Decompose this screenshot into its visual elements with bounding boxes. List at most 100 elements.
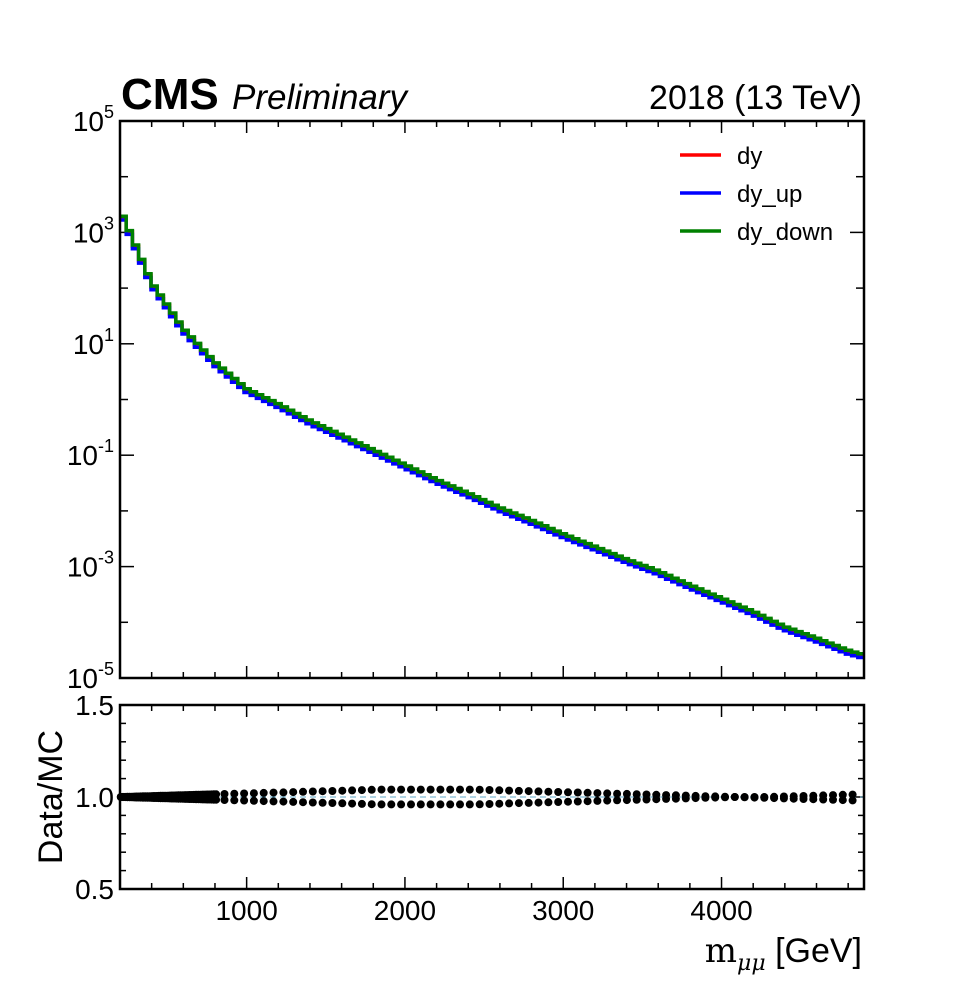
ratio-point-down-ratio xyxy=(514,799,523,808)
x-axis-label: mμμ [GeV] xyxy=(705,931,862,976)
ratio-point-up-ratio xyxy=(367,785,376,794)
ratio-point-up-ratio xyxy=(514,786,523,795)
ratio-point-down-ratio xyxy=(652,795,661,804)
y-tick-label: 10-3 xyxy=(67,548,114,583)
ratio-point-down-ratio xyxy=(760,793,769,802)
y-tick-label: 10-1 xyxy=(67,436,114,471)
ratio-point-up-ratio xyxy=(416,785,425,794)
ratio-point-down-ratio xyxy=(770,794,779,803)
ratio-point-down-ratio xyxy=(779,794,788,803)
ratio-point-up-ratio xyxy=(397,785,406,794)
legend-label-dy-up: dy_up xyxy=(737,181,802,208)
ratio-point-up-ratio xyxy=(269,788,278,797)
ratio-point-down-ratio xyxy=(249,796,258,805)
main-plot-frame xyxy=(118,119,866,680)
ratio-plot-frame xyxy=(118,703,866,891)
ratio-point-down-ratio xyxy=(730,793,739,801)
ratio-point-down-ratio xyxy=(240,796,249,805)
ratio-y-axis-label: Data/MC xyxy=(32,730,70,864)
y-tick-label: 103 xyxy=(73,213,114,248)
ratio-point-down-ratio xyxy=(338,799,347,808)
ratio-point-up-ratio xyxy=(554,788,563,796)
ratio-point-up-ratio xyxy=(299,787,307,796)
ratio-point-down-ratio xyxy=(416,800,425,809)
x-tick-label: 4000 xyxy=(690,895,752,926)
ratio-point-up-ratio xyxy=(544,787,553,796)
ratio-point-up-ratio xyxy=(534,787,543,796)
ratio-point-down-ratio xyxy=(603,796,612,805)
status-label: Preliminary xyxy=(232,78,410,117)
y-tick-exponent: 1 xyxy=(104,325,114,345)
ratio-point-up-ratio xyxy=(230,789,239,798)
ratio-point-up-ratio xyxy=(583,788,592,797)
ratio-point-down-ratio xyxy=(505,799,514,808)
ratio-point-up-ratio xyxy=(377,785,386,794)
ratio-point-up-ratio xyxy=(632,790,641,799)
ratio-point-up-ratio xyxy=(465,785,474,794)
x-label-unit: [GeV] xyxy=(766,932,862,970)
ratio-point-up-ratio xyxy=(289,788,298,797)
ratio-point-down-ratio xyxy=(289,797,298,806)
ratio-point-down-ratio xyxy=(485,800,494,808)
ratio-point-up-ratio xyxy=(220,790,229,798)
ratio-point-down-ratio xyxy=(819,795,828,804)
ratio-point-down-ratio xyxy=(407,800,415,809)
ratio-point-down-ratio xyxy=(789,794,798,803)
x-tick-label: 3000 xyxy=(532,895,594,926)
ratio-y-tick-label: 1.5 xyxy=(75,690,114,721)
ratio-point-down-ratio xyxy=(387,800,396,809)
ratio-point-up-ratio xyxy=(495,786,504,795)
ratio-point-up-ratio xyxy=(279,788,288,797)
ratio-point-down-ratio xyxy=(446,800,455,809)
ratio-point-down-ratio xyxy=(622,796,631,805)
ratio-point-up-ratio xyxy=(318,787,327,796)
y-tick-label: 101 xyxy=(73,325,114,360)
ratio-point-down-ratio xyxy=(348,799,357,808)
x-tick-label: 2000 xyxy=(374,895,436,926)
ratio-point-down-ratio xyxy=(701,793,710,802)
ratio-point-down-ratio xyxy=(212,795,221,804)
ratio-point-down-ratio xyxy=(220,796,229,804)
ratio-point-down-ratio xyxy=(456,800,464,809)
ratio-point-down-ratio xyxy=(573,797,582,806)
ratio-point-down-ratio xyxy=(799,795,808,803)
ratio-point-down-ratio xyxy=(564,797,572,806)
ratio-point-down-ratio xyxy=(230,796,239,805)
series-dy xyxy=(120,215,864,657)
ratio-point-down-ratio xyxy=(809,795,818,804)
y-tick-label: 10-5 xyxy=(67,659,114,694)
ratio-point-up-ratio xyxy=(338,786,347,795)
ratio-point-up-ratio xyxy=(603,789,612,798)
series-dy-down xyxy=(120,214,864,656)
y-tick-base: 10 xyxy=(67,663,98,694)
ratio-point-down-ratio xyxy=(495,799,504,808)
y-tick-base: 10 xyxy=(73,217,104,248)
ratio-point-up-ratio xyxy=(475,785,484,794)
ratio-point-up-ratio xyxy=(485,786,494,794)
ratio-point-down-ratio xyxy=(465,800,474,809)
ratio-point-down-ratio xyxy=(721,793,729,802)
ratio-point-down-ratio xyxy=(259,797,268,806)
ratio-points xyxy=(116,785,857,809)
ratio-point-up-ratio xyxy=(259,788,268,797)
ratio-point-up-ratio xyxy=(524,787,533,796)
ratio-point-down-ratio xyxy=(750,793,759,802)
ratio-point-down-ratio xyxy=(357,799,366,808)
y-tick-base: 10 xyxy=(67,552,98,583)
legend-label-dy: dy xyxy=(737,143,762,170)
ratio-y-tick-label: 1.0 xyxy=(75,782,114,813)
ratio-point-up-ratio xyxy=(240,789,249,798)
ratio-point-down-ratio xyxy=(848,796,857,805)
ratio-point-down-ratio xyxy=(534,798,543,807)
ratio-point-up-ratio xyxy=(249,789,258,798)
ratio-point-up-ratio xyxy=(622,789,631,798)
y-tick-exponent: -1 xyxy=(98,436,114,456)
ratio-point-up-ratio xyxy=(348,786,357,795)
ratio-point-down-ratio xyxy=(279,797,288,806)
legend-label-dy-down: dy_down xyxy=(737,219,833,246)
ratio-point-down-ratio xyxy=(838,796,847,805)
ratio-point-down-ratio xyxy=(436,800,445,809)
y-tick-label: 105 xyxy=(73,102,114,137)
